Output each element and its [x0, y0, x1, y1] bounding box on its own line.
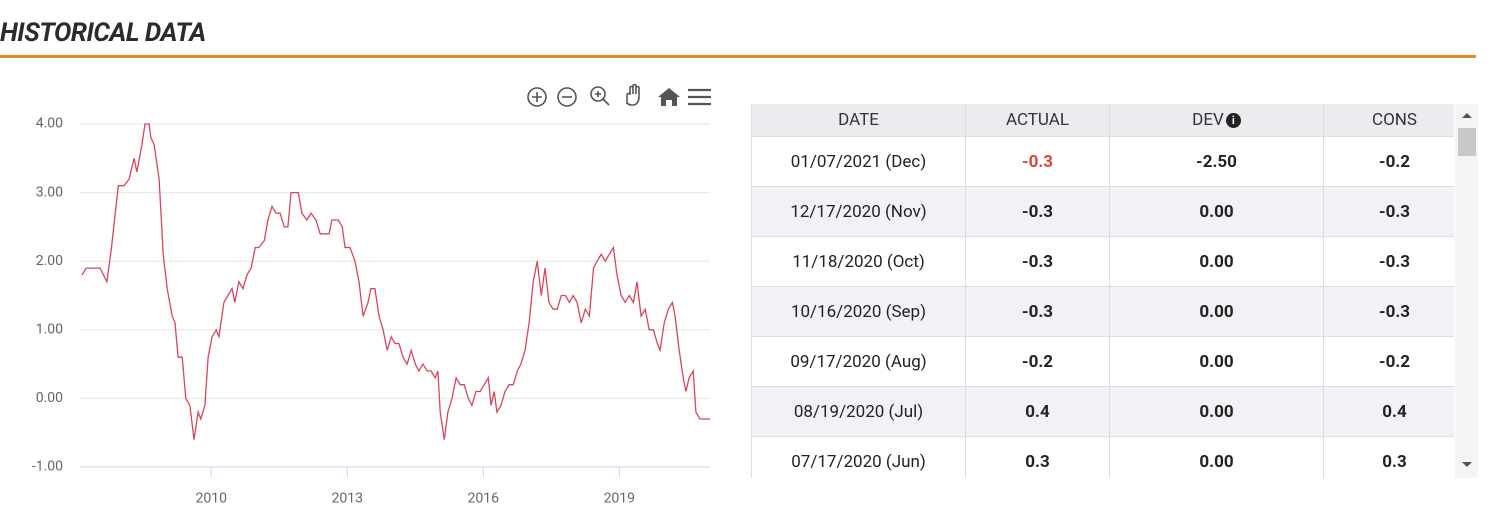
column-header: CONS: [1323, 104, 1454, 137]
x-tick-label: 2019: [604, 491, 635, 507]
y-tick-label: 0.00: [36, 390, 63, 406]
table-cell: -0.3: [1323, 236, 1454, 287]
table-row: 01/07/2021 (Dec) -0.3 -2.50 -0.2: [752, 136, 1454, 187]
x-tick-label: 2010: [195, 491, 227, 507]
table-cell: 0.00: [1109, 436, 1324, 478]
table-cell: -0.3: [965, 186, 1110, 237]
table: DATE ACTUAL DEV i CONS 01/07/2021 (Dec) -0.3 -2…: [752, 104, 1454, 478]
info-icon: i: [1225, 113, 1241, 129]
table-cell: 0.3: [1323, 436, 1454, 478]
table-cell: -2.50: [1109, 136, 1324, 187]
table-cell: 0.00: [1109, 186, 1324, 237]
table-cell: 0.4: [1323, 386, 1454, 437]
table-cell: 0.3: [965, 436, 1110, 478]
table-cell: 01/07/2021 (Dec): [752, 136, 966, 187]
column-header: DATE: [752, 104, 966, 137]
data-line: [81, 123, 710, 440]
table-cell: 07/17/2020 (Jun): [752, 436, 966, 478]
table-cell: 10/16/2020 (Sep): [752, 286, 966, 337]
y-tick-label: 3.00: [36, 184, 63, 200]
title-rule: [0, 55, 1476, 58]
table-row: 11/18/2020 (Oct) -0.3 0.00 -0.3: [752, 236, 1454, 287]
column-header: DEV i: [1109, 104, 1324, 137]
table-cell: -0.2: [965, 336, 1110, 387]
x-tick-label: 2013: [332, 491, 363, 507]
table-row: 07/17/2020 (Jun) 0.3 0.00 0.3: [752, 436, 1454, 478]
chart: -1.00 0.00 1.00 2.00 3.00 4.00 2010 2013 2016 201…: [32, 83, 711, 507]
y-tick-label: 2.00: [36, 253, 63, 269]
table-cell: 0.00: [1109, 286, 1324, 337]
table-row: 12/17/2020 (Nov) -0.3 0.00 -0.3: [752, 186, 1454, 237]
scrollbar[interactable]: [1455, 104, 1478, 478]
table-cell: -0.3: [1323, 186, 1454, 237]
table-cell: 0.00: [1109, 336, 1324, 387]
chart-toolbar[interactable]: [527, 83, 711, 107]
table-cell: -0.3: [965, 286, 1110, 337]
table-cell: -0.3: [965, 136, 1110, 187]
table-cell: 0.00: [1109, 236, 1324, 287]
table-cell: -0.3: [1323, 286, 1454, 337]
table-cell: 0.00: [1109, 386, 1324, 437]
table-cell: 12/17/2020 (Nov): [752, 186, 966, 237]
y-tick-label: 4.00: [36, 116, 63, 132]
table-cell: 0.4: [965, 386, 1110, 437]
table-cell: -0.2: [1323, 336, 1454, 387]
table-row: 08/19/2020 (Jul) 0.4 0.00 0.4: [752, 386, 1454, 437]
table-row: 09/17/2020 (Aug) -0.2 0.00 -0.2: [752, 336, 1454, 387]
scroll-arrows[interactable]: [1455, 104, 1478, 478]
table-cell: 11/18/2020 (Oct): [752, 236, 966, 287]
x-tick-label: 2016: [468, 491, 500, 507]
table-cell: -0.2: [1323, 136, 1454, 187]
y-tick-label: -1.00: [32, 459, 63, 475]
column-header: ACTUAL: [965, 104, 1110, 137]
table-row: 10/16/2020 (Sep) -0.3 0.00 -0.3: [752, 286, 1454, 337]
table-cell: 08/19/2020 (Jul): [752, 386, 966, 437]
table-cell: 09/17/2020 (Aug): [752, 336, 966, 387]
history-table: DATE ACTUAL DEV i CONS 01/07/2021 (Dec) -0.3 -2…: [751, 104, 1454, 478]
section-title: HISTORICAL DATA: [0, 18, 206, 48]
scroll-thumb[interactable]: [1458, 128, 1476, 156]
y-tick-label: 1.00: [36, 322, 63, 338]
table-cell: -0.3: [965, 236, 1110, 287]
